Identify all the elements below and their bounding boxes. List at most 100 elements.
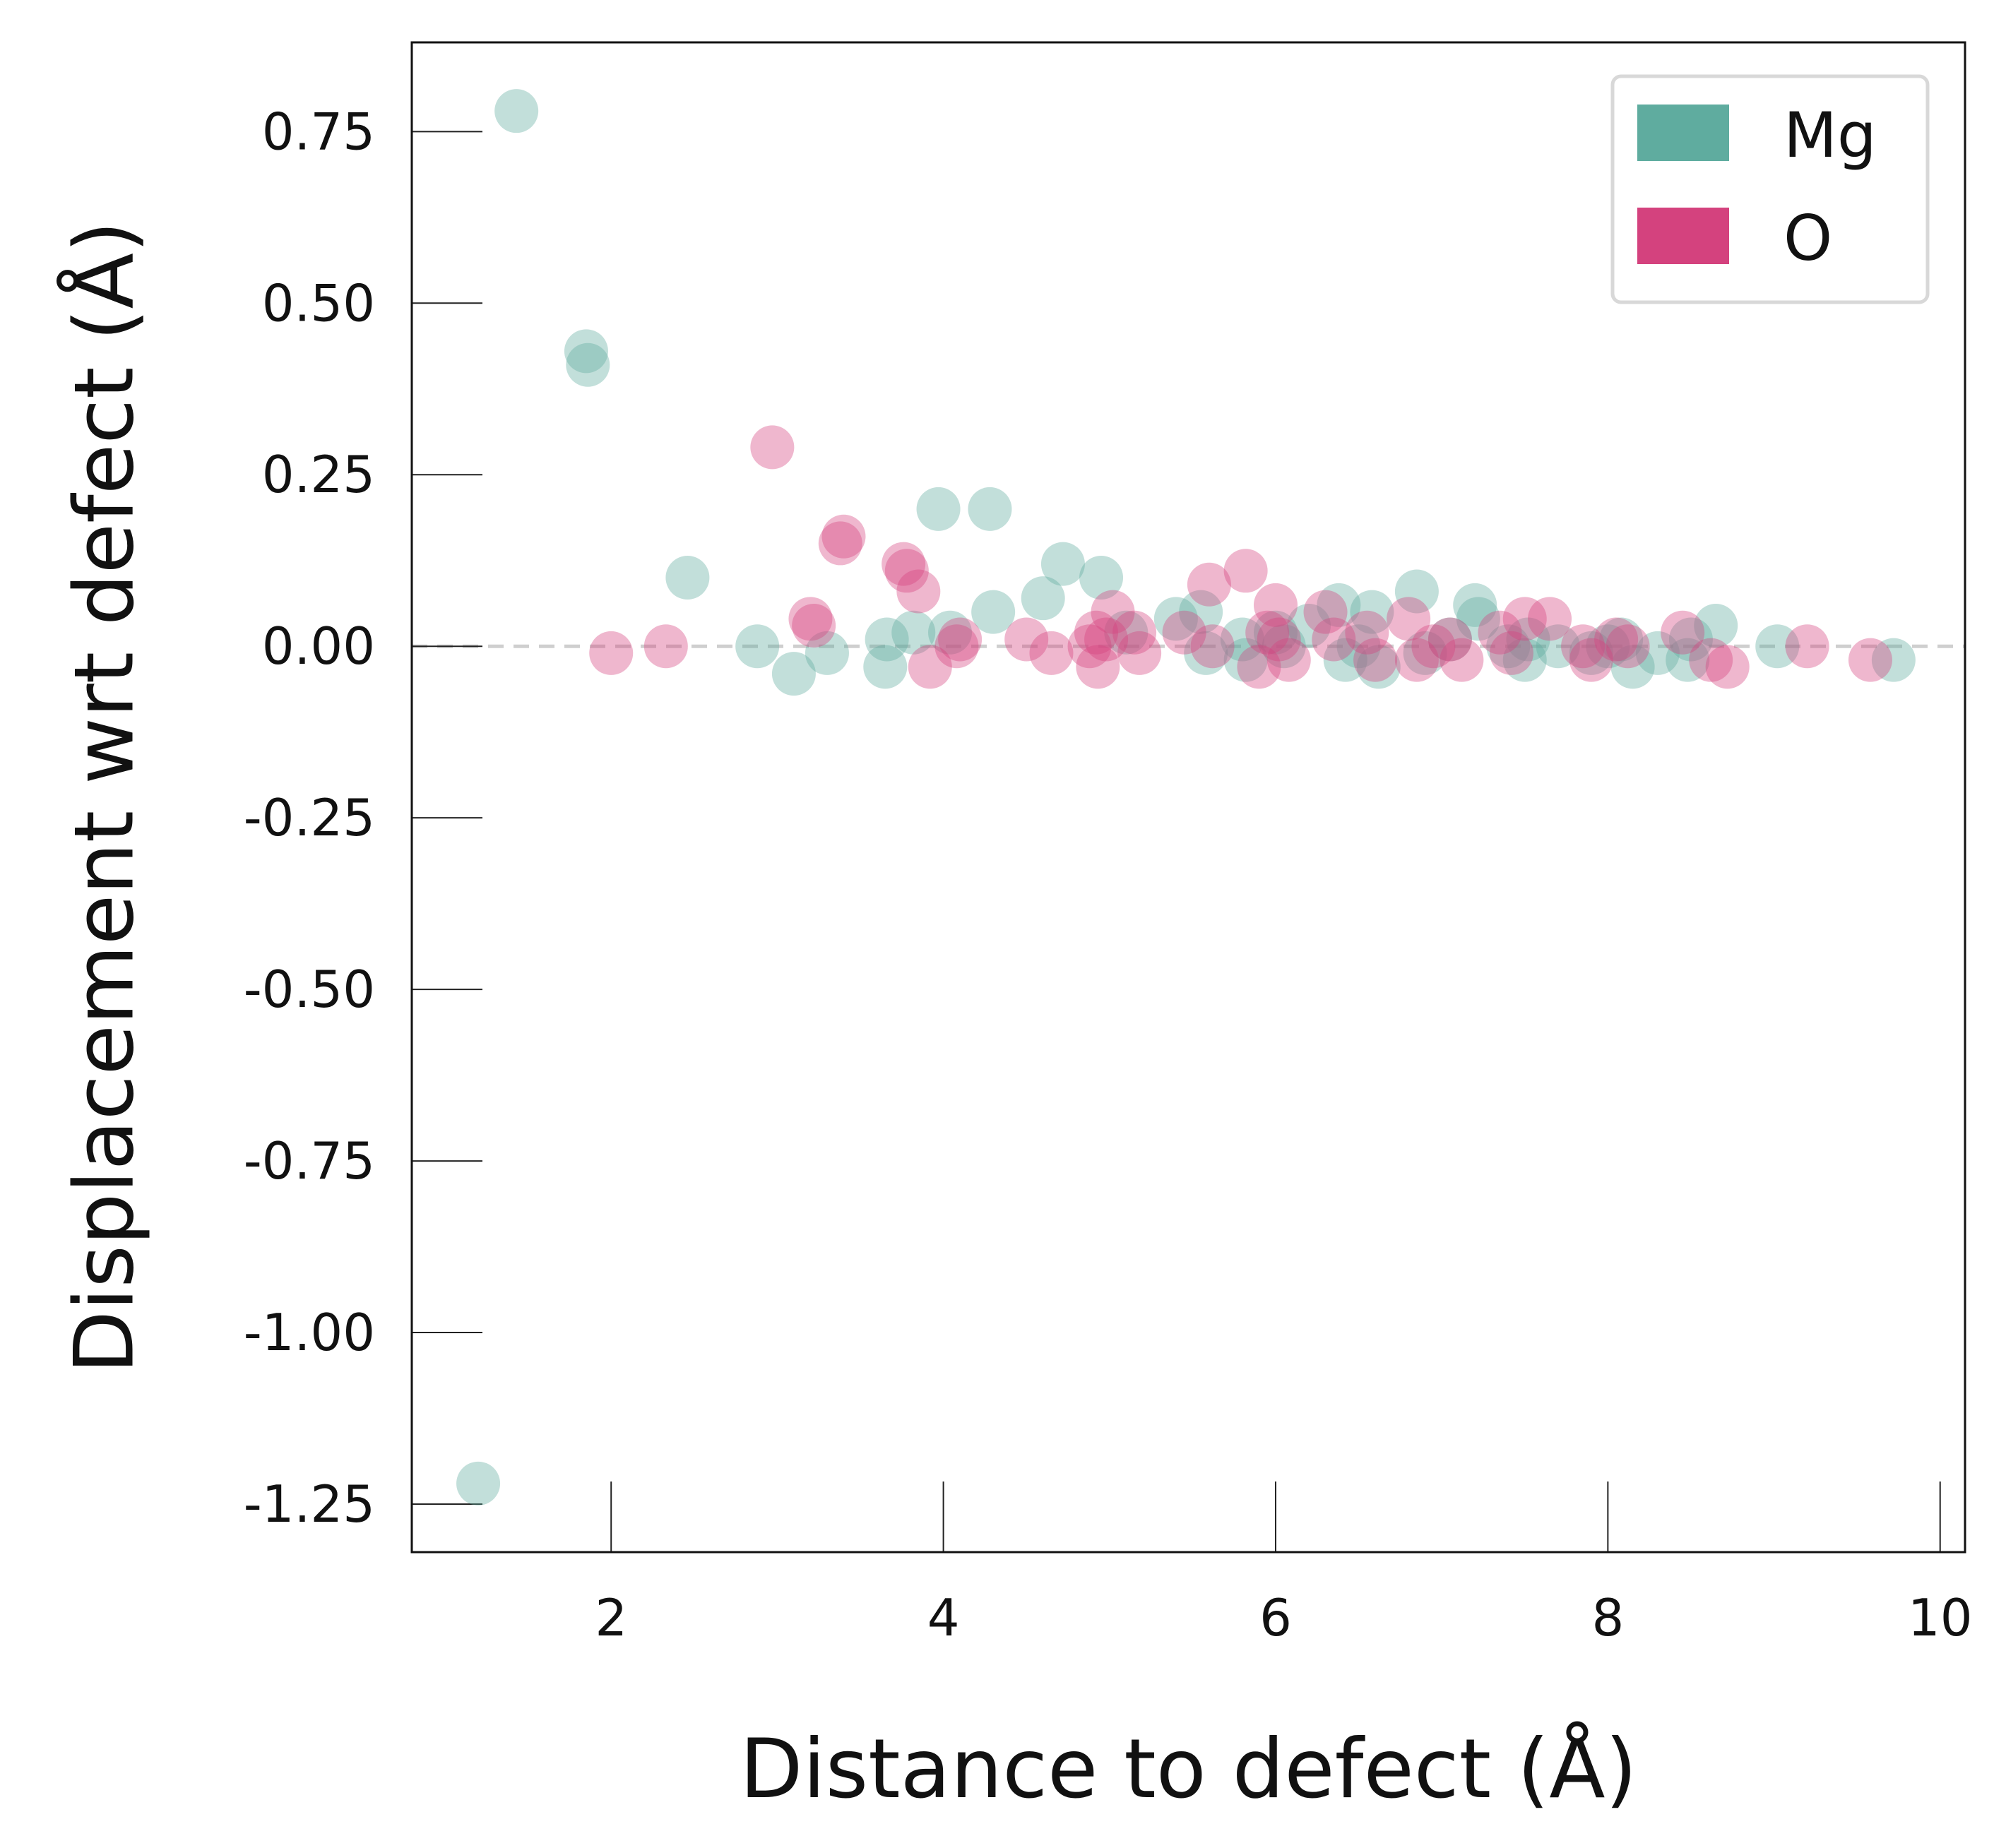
data-point-mg <box>566 342 610 387</box>
data-point-o <box>818 521 862 566</box>
data-point-o <box>1411 624 1456 669</box>
data-point-mg <box>1153 597 1198 641</box>
data-point-mg <box>891 610 936 655</box>
data-point-mg <box>1262 624 1306 669</box>
data-point-mg <box>1506 617 1550 662</box>
data-point-mg <box>1220 617 1264 662</box>
data-point-o <box>1489 631 1533 675</box>
points-layer <box>456 89 1916 1506</box>
data-point-o <box>1606 624 1650 669</box>
data-point-o <box>896 569 941 614</box>
y-tick-label: 0.75 <box>262 102 375 161</box>
y-tick-label: -0.50 <box>244 960 375 1019</box>
data-point-mg <box>1666 638 1710 682</box>
data-point-o <box>589 631 634 675</box>
data-point-mg <box>1536 624 1580 669</box>
plot-frame <box>410 41 1966 1554</box>
y-tick-label: -1.00 <box>244 1303 375 1362</box>
data-point-o <box>1353 638 1398 682</box>
data-point-mg <box>1253 610 1298 655</box>
data-point-o <box>934 624 979 669</box>
data-point-mg <box>1336 624 1381 669</box>
y-tick-label: -0.75 <box>244 1131 375 1191</box>
data-point-mg <box>564 329 608 374</box>
data-point-mg <box>971 590 1016 634</box>
data-point-mg <box>1021 576 1065 621</box>
data-point-mg <box>1184 631 1228 675</box>
data-point-mg <box>1223 638 1268 682</box>
x-axis-label: Distance to defect (Å) <box>740 1721 1637 1817</box>
data-point-mg <box>665 556 710 600</box>
y-tick-label: 0.25 <box>262 445 375 504</box>
y-axis-label: Displacement wrt defect (Å) <box>57 221 153 1373</box>
data-point-mg <box>1040 542 1085 586</box>
legend-swatch-o <box>1637 208 1729 264</box>
data-point-o <box>750 425 795 470</box>
data-point-mg <box>865 617 909 662</box>
data-point-mg <box>916 487 961 531</box>
y-tick-label: -1.25 <box>244 1474 375 1534</box>
data-point-mg <box>456 1461 501 1506</box>
data-point-o <box>1029 631 1074 675</box>
data-point-o <box>1303 590 1348 634</box>
legend-label-o: O <box>1784 202 1832 275</box>
data-point-o <box>1266 638 1311 682</box>
data-point-o <box>1084 617 1129 662</box>
data-point-mg <box>1569 631 1613 675</box>
data-point-o <box>1074 610 1118 655</box>
data-point-mg <box>1586 624 1630 669</box>
data-point-mg <box>1428 617 1472 662</box>
data-point-o <box>1076 645 1120 689</box>
data-point-o <box>1257 617 1301 662</box>
data-point-o <box>1785 624 1829 669</box>
data-point-o <box>1190 624 1235 669</box>
data-point-mg <box>1668 617 1713 662</box>
data-point-o <box>1689 638 1733 682</box>
legend-swatch-mg <box>1637 105 1729 161</box>
data-point-mg <box>1356 645 1401 689</box>
data-point-mg <box>1635 631 1680 675</box>
x-tick-label: 8 <box>1591 1588 1624 1647</box>
data-point-o <box>1661 610 1705 655</box>
data-point-o <box>1091 590 1135 634</box>
data-point-o <box>1528 597 1572 641</box>
data-point-o <box>1478 610 1522 655</box>
ticks-layer <box>412 131 1941 1552</box>
data-point-o <box>938 617 983 662</box>
data-point-o <box>1004 617 1049 662</box>
data-point-mg <box>494 89 539 133</box>
data-point-mg <box>1486 624 1531 669</box>
data-point-mg <box>928 610 973 655</box>
data-point-mg <box>1350 590 1394 634</box>
data-point-o <box>908 645 952 689</box>
data-point-mg <box>1502 638 1547 682</box>
data-point-o <box>1187 562 1231 607</box>
data-point-o <box>1312 617 1356 662</box>
data-point-o <box>1848 638 1892 682</box>
data-point-mg <box>1694 604 1738 648</box>
data-point-o <box>1569 638 1613 682</box>
y-tick-label: 0.00 <box>262 616 375 676</box>
data-point-o <box>821 514 866 559</box>
data-point-mg <box>1079 556 1124 600</box>
data-point-mg <box>1104 610 1149 655</box>
x-tick-label: 2 <box>595 1588 627 1647</box>
data-point-o <box>1428 617 1472 662</box>
data-point-mg <box>1179 590 1223 634</box>
data-point-o <box>884 549 929 593</box>
data-point-mg <box>735 624 780 669</box>
data-point-o <box>1502 597 1547 641</box>
data-point-mg <box>771 652 816 696</box>
data-point-o <box>1067 624 1112 669</box>
x-tick-label: 6 <box>1259 1588 1292 1647</box>
data-point-o <box>1223 549 1268 593</box>
tick-labels-layer: 0.75 0.50 0.25 0.00 -0.25 -0.50 -0.75 -1.00 -1.2… <box>244 102 1973 1647</box>
data-point-o <box>1705 645 1750 689</box>
data-point-o <box>788 597 833 641</box>
data-point-o <box>1561 624 1606 669</box>
data-point-mg <box>968 487 1012 531</box>
data-point-o <box>1117 631 1162 675</box>
x-tick-label: 10 <box>1908 1588 1973 1647</box>
data-point-o <box>643 624 688 669</box>
